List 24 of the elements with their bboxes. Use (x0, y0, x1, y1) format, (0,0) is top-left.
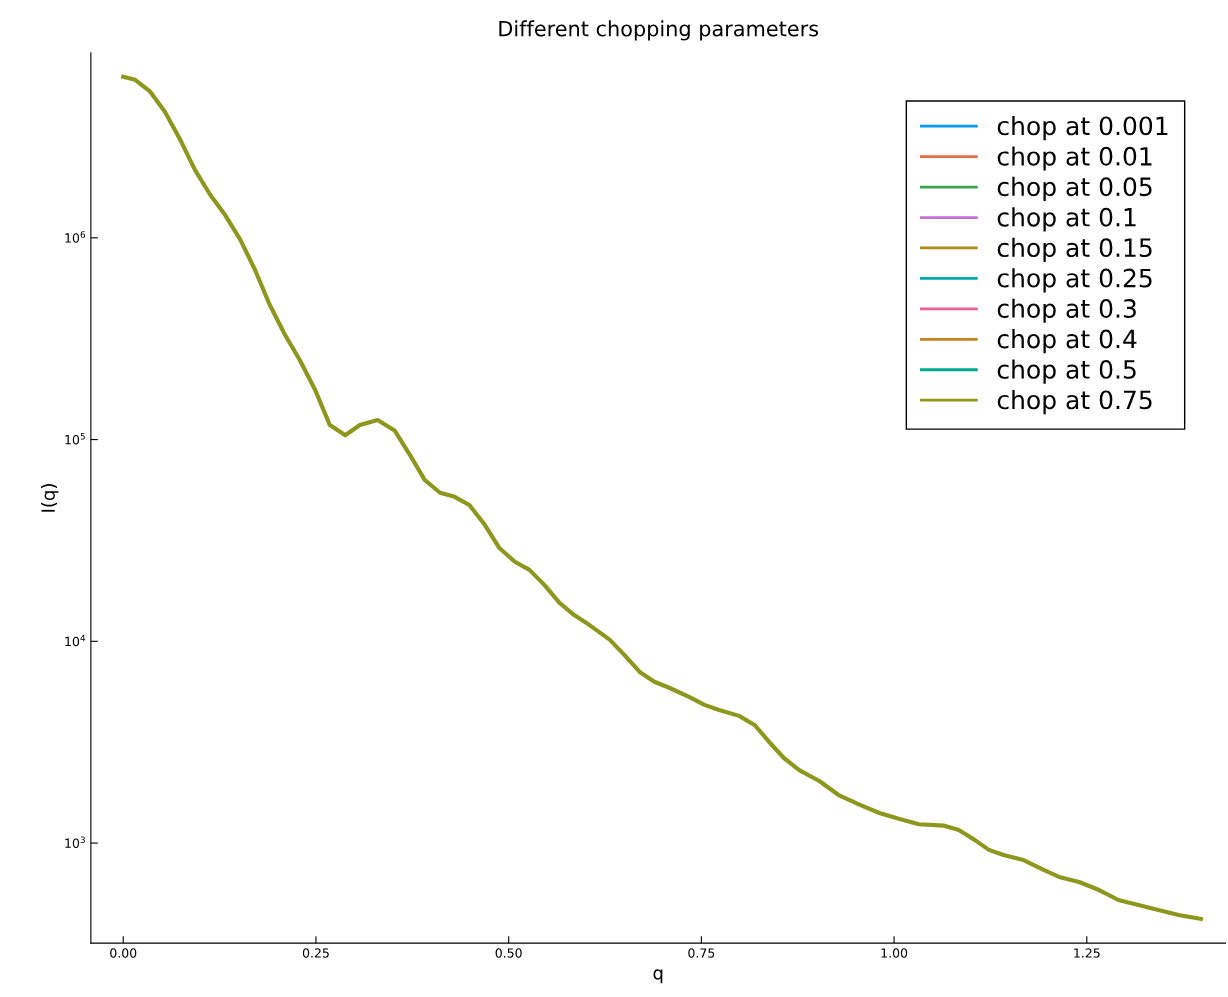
line-series (121, 74, 1203, 921)
legend-label: chop at 0.5 (997, 359, 1136, 384)
x-tick-label: 0.00 (110, 948, 137, 958)
x-axis-title: q (653, 969, 663, 984)
y-tick-label: 10$^{3}$ (65, 836, 85, 848)
legend-label: chop at 0.4 (997, 329, 1137, 354)
x-tick-label: 1.25 (1074, 948, 1100, 958)
legend-label: chop at 0.001 (997, 115, 1168, 141)
x-tick-label: 0.75 (688, 948, 715, 958)
legend-label: chop at 0.1 (997, 207, 1136, 232)
x-tick-label: 0.50 (495, 948, 522, 958)
legend-label: chop at 0.01 (997, 146, 1152, 171)
legend-label: chop at 0.15 (997, 237, 1152, 262)
y-tick-label: 10$^{5}$ (65, 433, 85, 445)
legend-label: chop at 0.3 (997, 298, 1136, 323)
x-tick-label: 1.00 (881, 948, 908, 958)
x-tick-label: 0.25 (302, 948, 329, 958)
y-tick-label: 10$^{6}$ (65, 231, 86, 243)
y-axis-title: I(q) (41, 484, 59, 512)
chart-title: Different chopping parameters (499, 20, 819, 41)
legend-label: chop at 0.25 (997, 268, 1152, 293)
y-tick-label: 10$^{4}$ (65, 634, 86, 647)
legend-label: chop at 0.75 (997, 389, 1152, 415)
legend-label: chop at 0.05 (997, 176, 1152, 202)
